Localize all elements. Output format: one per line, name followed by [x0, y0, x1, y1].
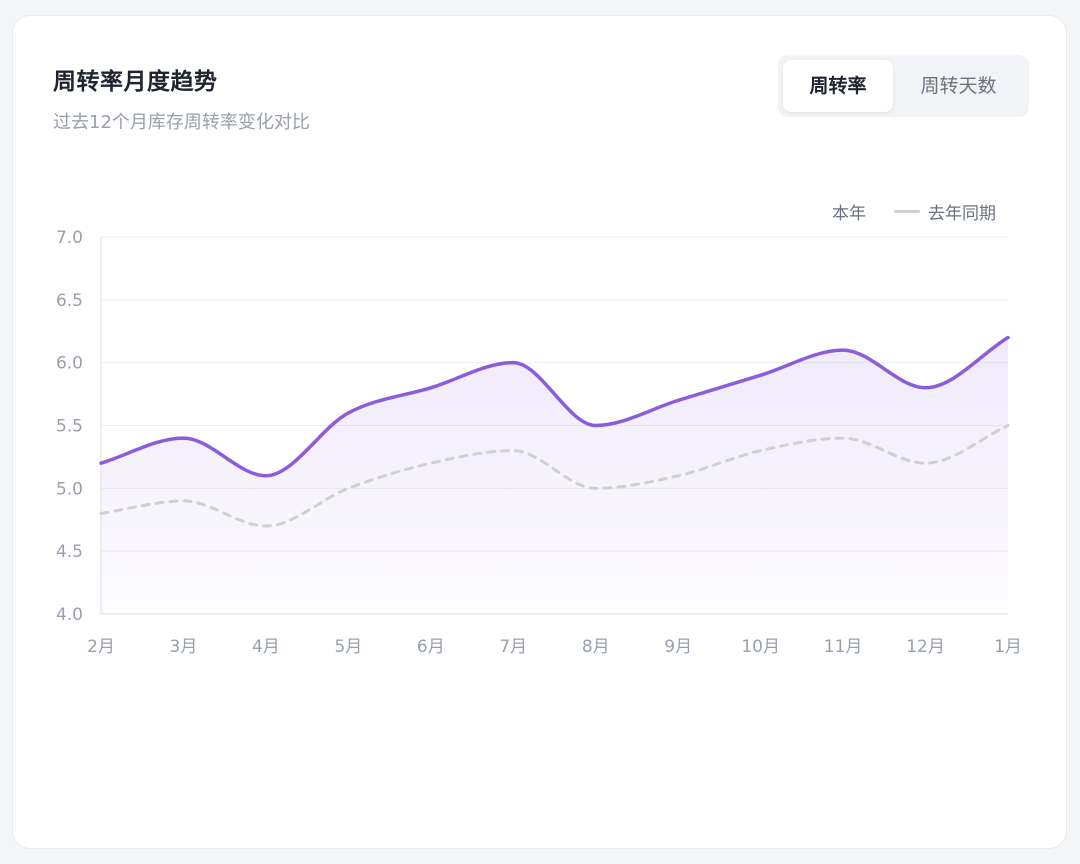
chart-title: 周转率月度趋势 — [53, 69, 218, 95]
y-tick-label: 5.0 — [56, 479, 83, 499]
toggle-turnover-rate[interactable]: 周转率 — [783, 60, 893, 112]
legend-swatch-previous — [894, 210, 920, 213]
x-tick-label: 10月 — [741, 637, 780, 657]
x-tick-label: 7月 — [499, 637, 527, 657]
y-tick-label: 4.0 — [56, 605, 83, 625]
x-tick-label: 8月 — [582, 637, 610, 657]
y-tick-label: 5.5 — [56, 417, 83, 437]
x-tick-label: 3月 — [170, 637, 198, 657]
metric-toggle: 周转率 周转天数 — [778, 55, 1029, 117]
x-tick-label: 11月 — [824, 637, 863, 657]
x-tick-label: 2月 — [87, 637, 115, 657]
y-tick-label: 6.0 — [56, 354, 83, 374]
x-tick-label: 4月 — [252, 637, 280, 657]
legend-item-previous[interactable]: 去年同期 — [894, 199, 996, 224]
y-tick-label: 7.0 — [56, 228, 83, 248]
toggle-turnover-days[interactable]: 周转天数 — [920, 75, 997, 97]
x-tick-label: 5月 — [334, 637, 362, 657]
x-tick-label: 9月 — [664, 637, 692, 657]
y-tick-label: 4.5 — [56, 542, 83, 562]
chart-subtitle: 过去12个月库存周转率变化对比 — [53, 112, 310, 133]
series-previous-line — [99, 424, 1010, 528]
series-current-line — [99, 335, 1010, 478]
legend-label-current: 本年 — [832, 204, 866, 224]
x-tick-label: 1月 — [994, 637, 1022, 657]
y-tick-label: 6.5 — [56, 291, 83, 311]
legend-label-previous: 去年同期 — [928, 204, 996, 224]
x-tick-label: 12月 — [906, 637, 945, 657]
legend-item-current[interactable]: 本年 — [832, 199, 866, 224]
x-tick-label: 6月 — [417, 637, 445, 657]
series-current-area — [101, 337, 1008, 614]
chart-legend: 本年 去年同期 — [804, 199, 996, 224]
